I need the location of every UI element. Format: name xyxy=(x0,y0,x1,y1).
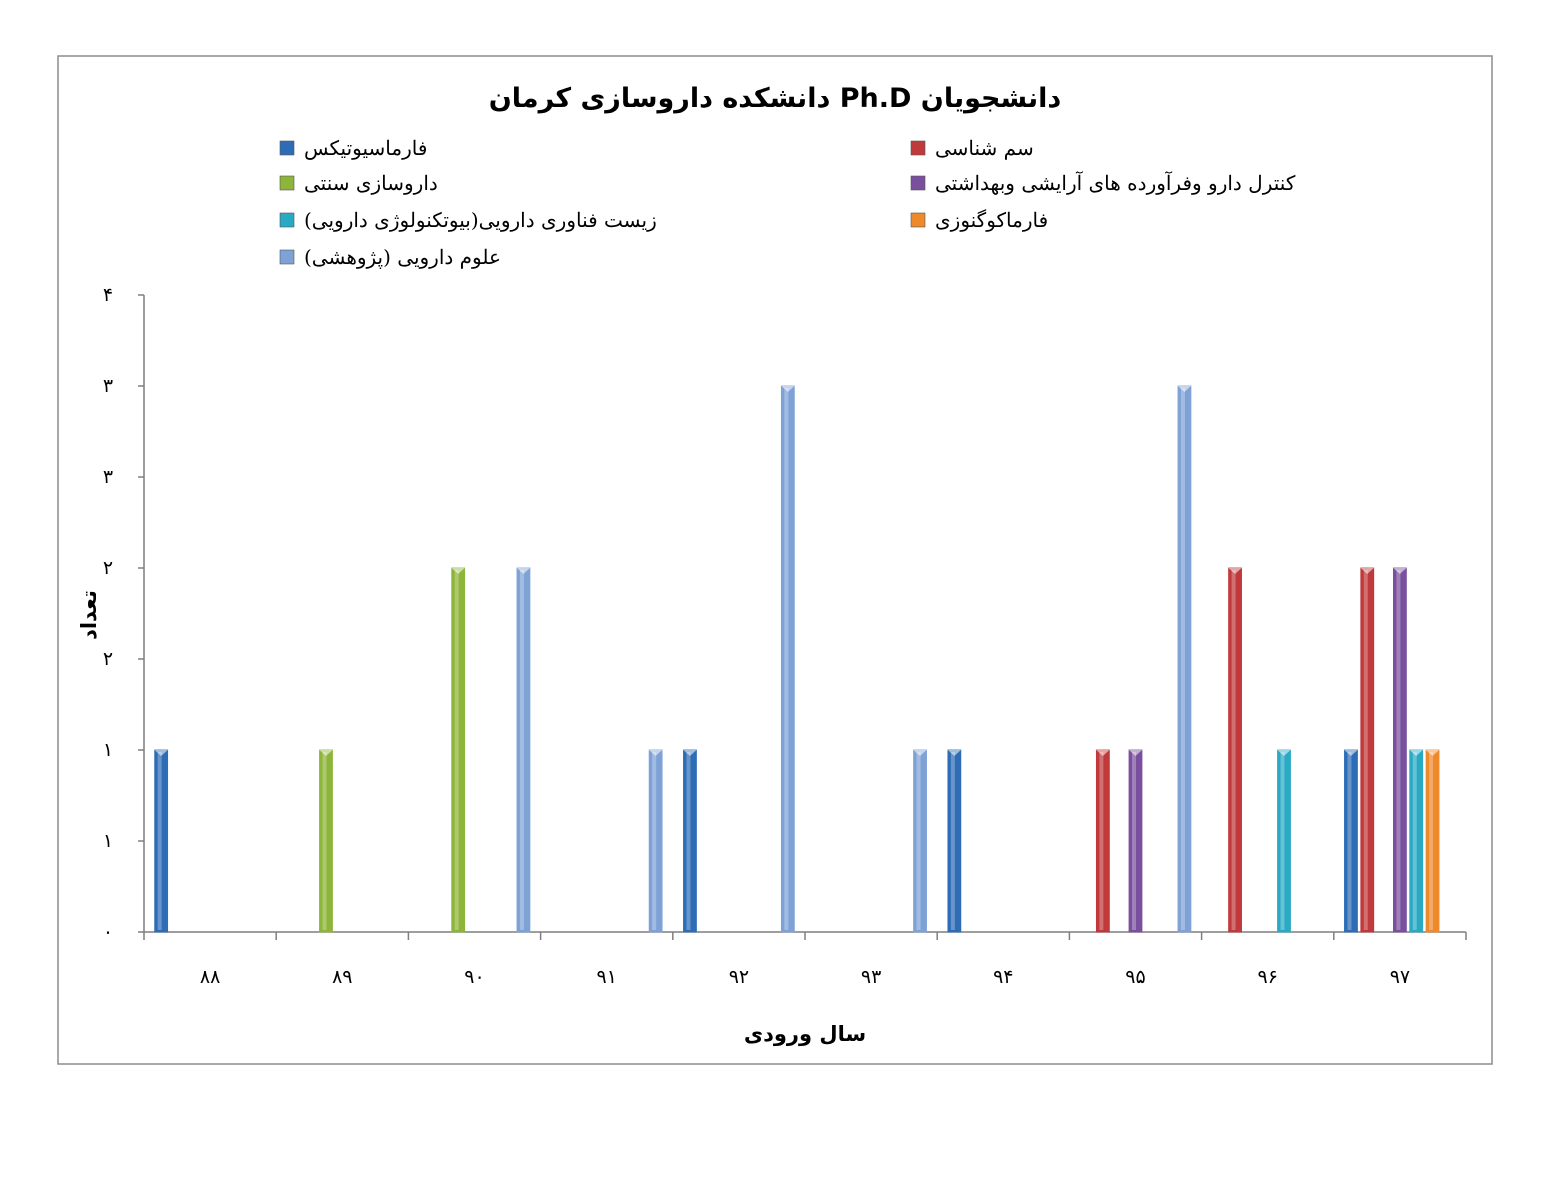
bar-cap xyxy=(1426,750,1440,756)
chart-title: دانشجویان Ph.D دانشکده داروسازی کرمان xyxy=(489,83,1062,114)
y-tick-label: ۱ xyxy=(103,830,113,852)
bar-highlight xyxy=(1280,752,1285,930)
legend-label: داروسازی سنتی xyxy=(304,171,438,195)
bar-cap xyxy=(1360,568,1374,574)
legend-swatch xyxy=(910,212,926,228)
bar-cap xyxy=(319,750,333,756)
bar-highlight xyxy=(950,752,955,930)
legend-label: علوم دارویی (پژوهشی) xyxy=(304,245,501,269)
legend-swatch xyxy=(279,175,295,191)
bar-highlight xyxy=(1231,570,1236,930)
x-axis-title: سال ورودی xyxy=(744,1022,866,1046)
x-axis: ۸۸ ۸۹ ۹۰ ۹۱ ۹۲ ۹۳ ۹۴ ۹۵ ۹۶ ۹۷ xyxy=(143,932,1467,988)
bar-cap xyxy=(781,386,795,392)
bar-cap xyxy=(649,750,663,756)
legend-item: فارماکوگنوزی xyxy=(910,208,1048,232)
legend-item: کنترل دارو وفرآورده های آرایشی وبهداشتی xyxy=(910,171,1296,195)
legend-item: زیست فناوری دارویی(بیوتکنولوژی دارویی) xyxy=(279,208,657,232)
y-tick-label: ۴ xyxy=(103,284,113,306)
x-tick-label: ۹۳ xyxy=(861,966,881,988)
bar-highlight xyxy=(916,752,921,930)
bar-cap xyxy=(154,750,168,756)
bar-highlight xyxy=(652,752,657,930)
x-tick-label: ۹۱ xyxy=(596,966,616,988)
bar-highlight xyxy=(1363,570,1368,930)
x-tick-label: ۸۹ xyxy=(332,966,352,988)
x-tick-label: ۹۲ xyxy=(729,966,749,988)
x-tick-label: ۹۰ xyxy=(464,966,484,988)
bar-highlight xyxy=(1412,752,1417,930)
bars xyxy=(154,385,1440,933)
legend-item: فارماسیوتیکس xyxy=(279,136,427,160)
bar-highlight xyxy=(1396,570,1401,930)
bar-highlight xyxy=(454,570,459,930)
legend-label: کنترل دارو وفرآورده های آرایشی وبهداشتی xyxy=(935,171,1296,195)
bar-cap xyxy=(1344,750,1358,756)
bar-cap xyxy=(1177,386,1191,392)
x-tick-label: ۹۷ xyxy=(1390,966,1410,988)
bar-highlight xyxy=(1180,388,1185,930)
legend-swatch xyxy=(279,249,295,265)
legend-swatch xyxy=(279,140,295,156)
bar-cap xyxy=(913,750,927,756)
x-tick-label: ۸۸ xyxy=(200,966,220,988)
bar-highlight xyxy=(1429,752,1434,930)
bar-cap xyxy=(1409,750,1423,756)
legend-item: داروسازی سنتی xyxy=(279,171,438,195)
x-tick-label: ۹۶ xyxy=(1257,966,1277,988)
bar-highlight xyxy=(784,388,789,930)
bar-cap xyxy=(1228,568,1242,574)
legend-label: زیست فناوری دارویی(بیوتکنولوژی دارویی) xyxy=(304,208,657,232)
bar-highlight xyxy=(519,570,524,930)
bar-cap xyxy=(683,750,697,756)
bar-cap xyxy=(1393,568,1407,574)
bar-highlight xyxy=(1132,752,1136,930)
y-tick-label: ۲ xyxy=(103,648,113,670)
bar-highlight xyxy=(686,752,691,930)
y-tick-label: ۰ xyxy=(103,921,113,943)
bar-highlight xyxy=(322,752,327,930)
bar-highlight xyxy=(1099,752,1104,930)
bar-cap xyxy=(1277,750,1291,756)
bar-cap xyxy=(1129,750,1142,756)
x-tick-label: ۹۴ xyxy=(993,966,1013,988)
legend-item: سم شناسی xyxy=(910,136,1034,160)
bar-cap xyxy=(451,568,465,574)
y-tick-label: ۳ xyxy=(103,375,113,397)
legend-label: فارماسیوتیکس xyxy=(304,136,427,160)
y-tick-label: ۱ xyxy=(103,739,113,761)
y-axis-title: تعداد xyxy=(77,590,101,640)
x-tick-label: ۹۵ xyxy=(1125,966,1145,988)
bar-cap xyxy=(947,750,961,756)
y-axis: ۰ ۱ ۱ ۲ ۲ ۳ ۳ ۴ xyxy=(103,284,144,943)
legend: فارماسیوتیکس سم شناسی داروسازی سنتی کنترل د… xyxy=(279,136,1296,269)
y-tick-label: ۲ xyxy=(103,557,113,579)
bar-highlight xyxy=(1347,752,1352,930)
legend-label: فارماکوگنوزی xyxy=(935,208,1048,232)
chart-frame xyxy=(57,55,1493,1065)
bar-highlight xyxy=(157,752,162,930)
legend-swatch xyxy=(910,175,926,191)
legend-item: علوم دارویی (پژوهشی) xyxy=(279,245,501,269)
bar-cap xyxy=(1096,750,1110,756)
y-tick-label: ۳ xyxy=(103,466,113,488)
legend-swatch xyxy=(279,212,295,228)
bar-cap xyxy=(516,568,530,574)
legend-swatch xyxy=(910,140,926,156)
legend-label: سم شناسی xyxy=(935,136,1034,160)
